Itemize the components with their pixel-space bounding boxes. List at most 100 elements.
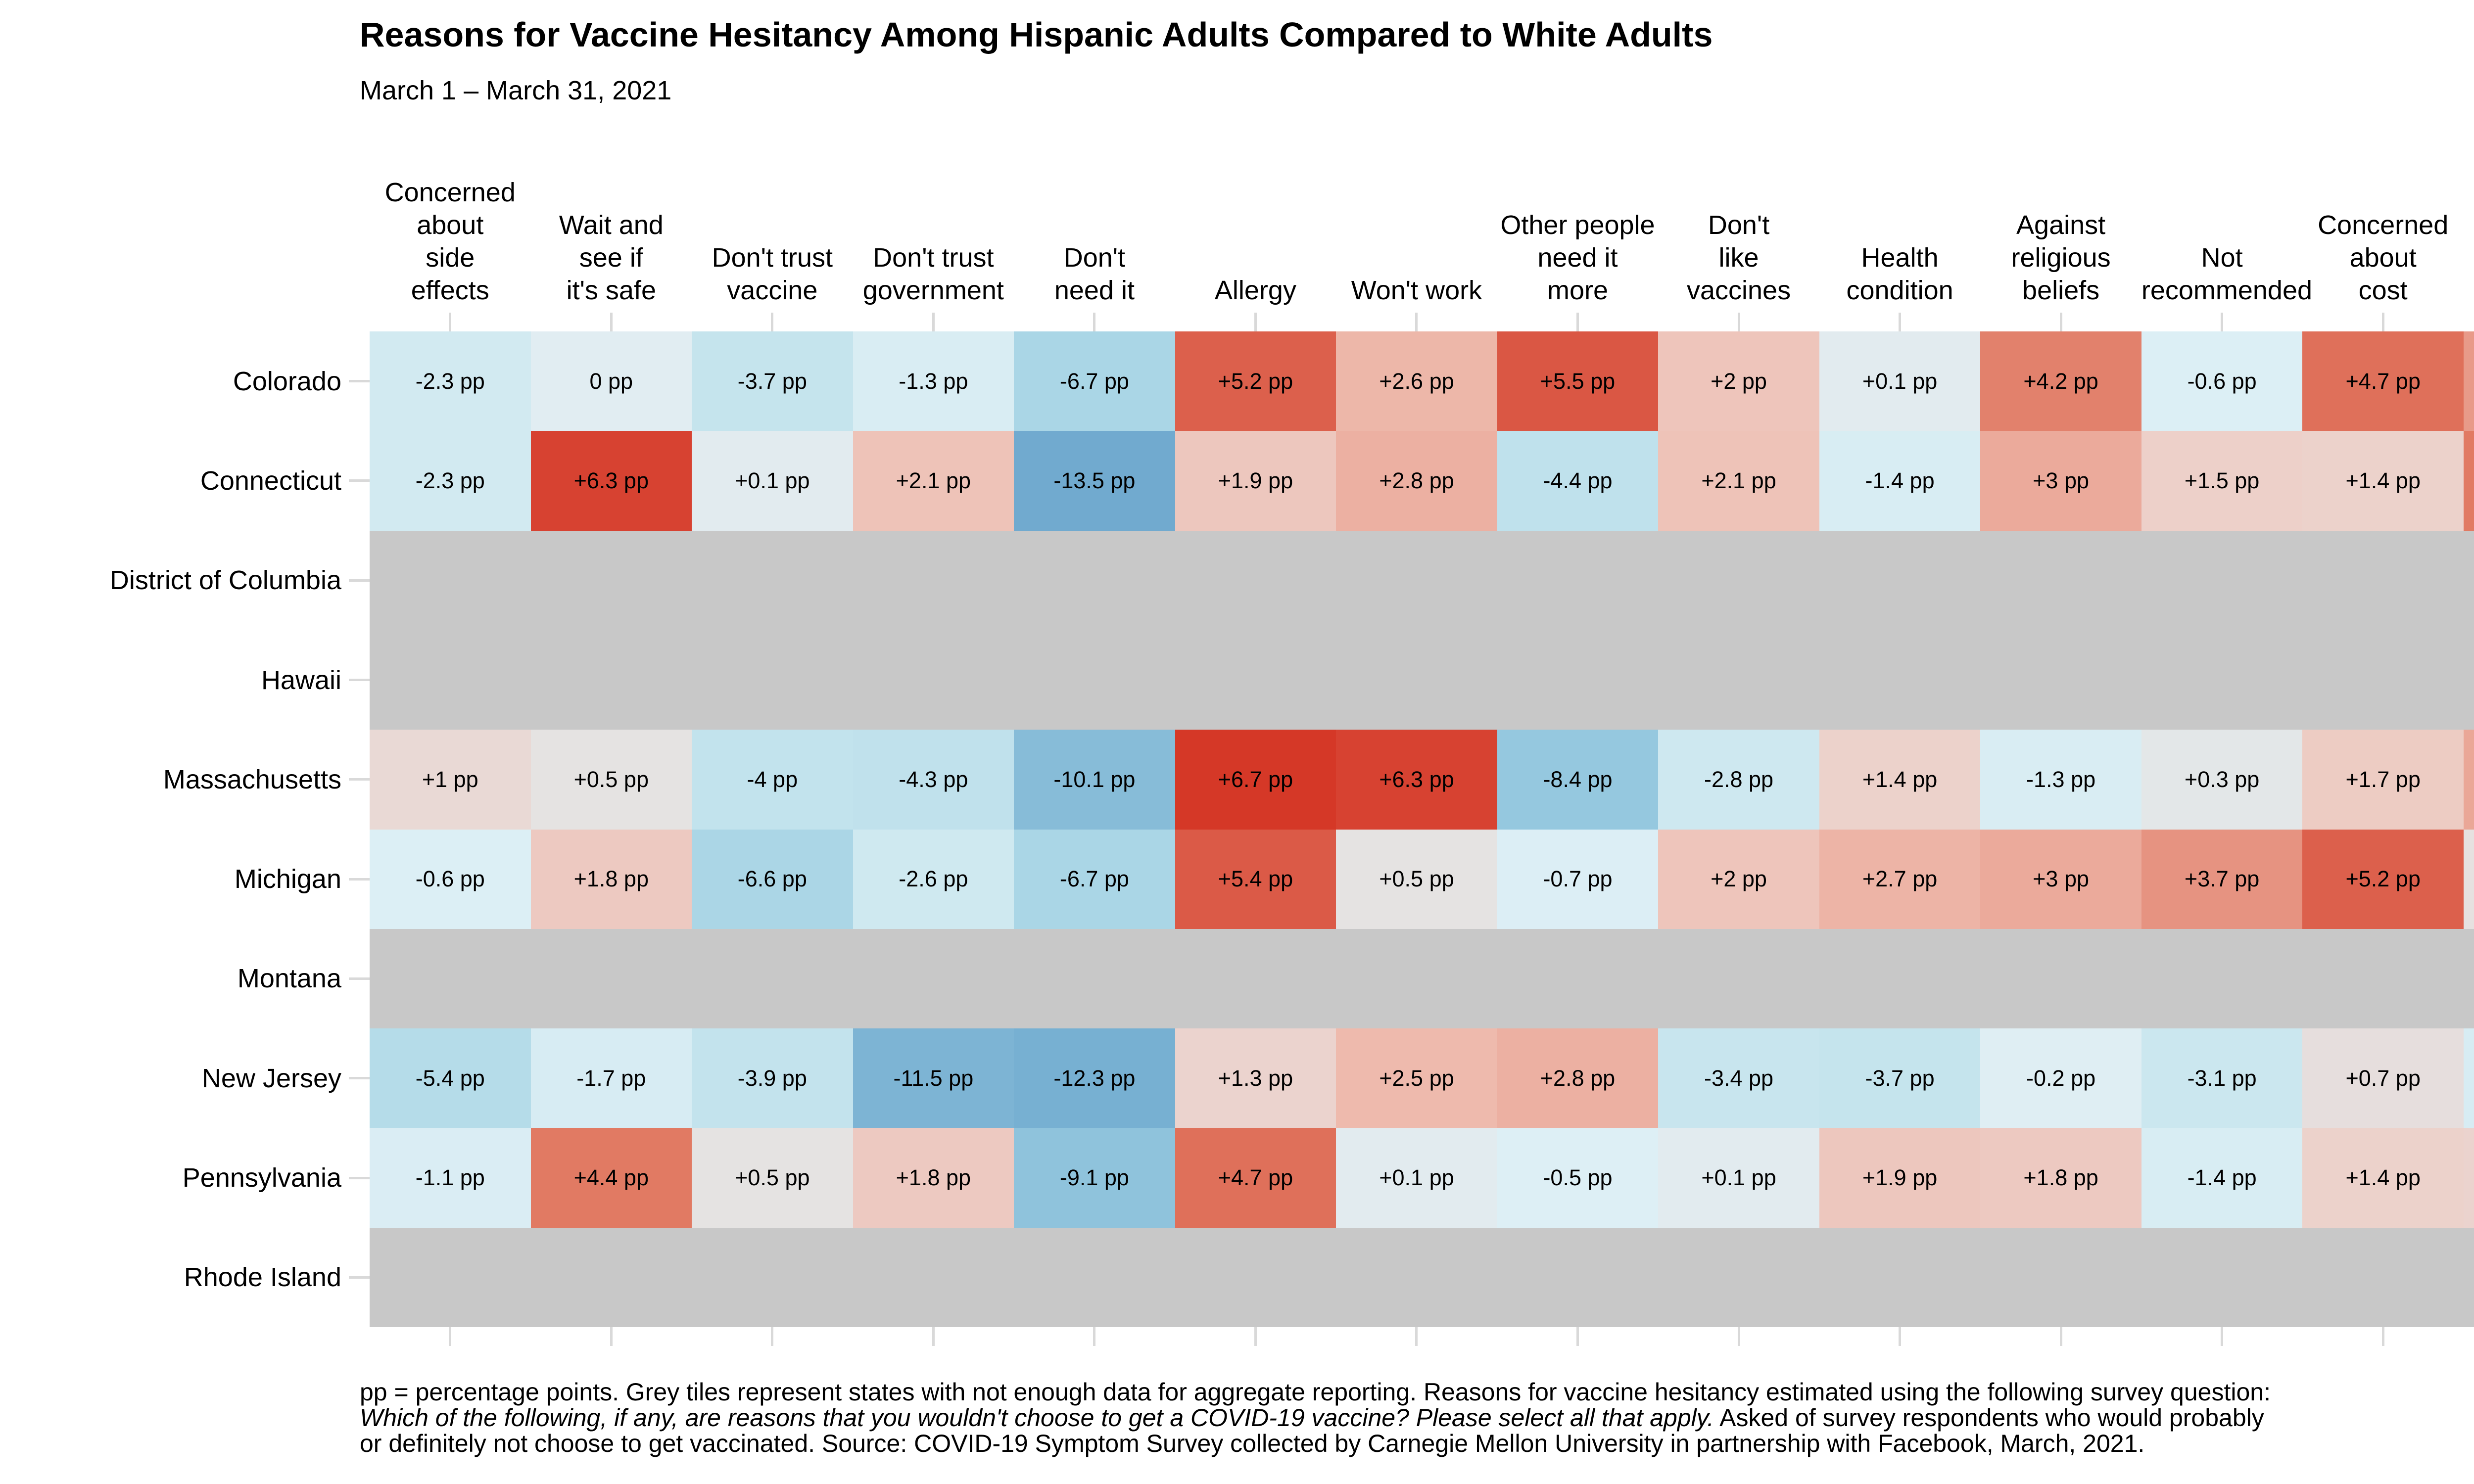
heatmap-cell: -3.7 pp <box>692 331 853 431</box>
axis-tick <box>1899 1327 1902 1346</box>
heatmap-cell: +2.7 pp <box>1819 829 1981 929</box>
row-label: Colorado <box>233 366 341 396</box>
heatmap-cell-no-data <box>1336 630 1497 730</box>
heatmap-cell: -4.4 pp <box>1497 431 1659 531</box>
axis-tick <box>771 313 774 331</box>
heatmap-cell-no-data <box>853 928 1014 1029</box>
axis-tick <box>1254 1327 1257 1346</box>
heatmap-cell: -5.4 pp <box>370 1028 531 1128</box>
axis-tick <box>349 977 370 980</box>
heatmap-cell: -4.3 pp <box>853 730 1014 830</box>
heatmap-cell-no-data <box>1014 630 1175 730</box>
heatmap-cell-no-data <box>1497 530 1659 630</box>
heatmap-cell: +3 pp <box>1980 431 2141 531</box>
heatmap-cell: +1.9 pp <box>1175 431 1336 531</box>
heatmap-cell: +0.7 pp <box>2302 1028 2464 1128</box>
column-header: Other people need it more <box>1500 210 1655 305</box>
column-header: Concerned about cost <box>2318 210 2449 305</box>
heatmap-cell: +1.8 pp <box>1980 1128 2141 1228</box>
heatmap-cell-no-data <box>2463 1227 2474 1327</box>
heatmap-cell-no-data <box>2141 630 2303 730</box>
heatmap-cell-no-data <box>1336 530 1497 630</box>
heatmap-cell: +0.1 pp <box>1658 1128 1819 1228</box>
heatmap-cell: +5.4 pp <box>1175 829 1336 929</box>
heatmap-cell: -0.7 pp <box>1497 829 1659 929</box>
heatmap-cell: -9.1 pp <box>1014 1128 1175 1228</box>
axis-tick <box>1415 1327 1418 1346</box>
heatmap-cell: -1.4 pp <box>1819 431 1981 531</box>
heatmap-cell: -1.7 pp <box>2463 1028 2474 1128</box>
axis-tick <box>349 479 370 482</box>
heatmap-cell: +0.5 pp <box>692 1128 853 1228</box>
heatmap-cell: -1.3 pp <box>853 331 1014 431</box>
heatmap-cell: +5.2 pp <box>2302 829 2464 929</box>
heatmap-cell: +0.5 pp <box>530 730 692 830</box>
row-label: Pennsylvania <box>182 1163 341 1193</box>
heatmap-cell-no-data <box>1819 630 1981 730</box>
heatmap-cell-no-data <box>1014 1227 1175 1327</box>
heatmap-cell: +2.6 pp <box>1336 331 1497 431</box>
heatmap-cell: +1.4 pp <box>1819 730 1981 830</box>
heatmap-cell-no-data <box>1658 630 1819 730</box>
heatmap-cell-no-data <box>853 530 1014 630</box>
heatmap-cell: +4.7 pp <box>2302 331 2464 431</box>
heatmap-cell-no-data <box>370 530 531 630</box>
heatmap-cell-no-data <box>1175 1227 1336 1327</box>
heatmap-cell-no-data <box>2141 1227 2303 1327</box>
heatmap-cell-no-data <box>370 928 531 1029</box>
heatmap-cell: -11.5 pp <box>853 1028 1014 1128</box>
axis-tick <box>349 878 370 881</box>
axis-tick <box>1899 313 1902 331</box>
heatmap-cell-no-data <box>2463 530 2474 630</box>
axis-tick <box>1254 313 1257 331</box>
heatmap-cell: +3.5 pp <box>2463 331 2474 431</box>
heatmap-cell: -6.7 pp <box>1014 331 1175 431</box>
chart-footnote: pp = percentage points. Grey tiles repre… <box>360 1379 2474 1456</box>
axis-tick <box>2059 1327 2062 1346</box>
axis-tick <box>610 1327 613 1346</box>
heatmap-cell: -3.7 pp <box>1819 1028 1981 1128</box>
column-header: Wait and see if it's safe <box>559 210 664 305</box>
column-header: Allergy <box>1214 276 1296 305</box>
heatmap-cell: +2.1 pp <box>853 431 1014 531</box>
heatmap-cell: +1.8 pp <box>853 1128 1014 1228</box>
heatmap-cell-no-data <box>1980 1227 2141 1327</box>
axis-tick <box>349 679 370 682</box>
heatmap-cell: +0.6 pp <box>2463 829 2474 929</box>
axis-tick <box>932 313 935 331</box>
heatmap-cell: +2.1 pp <box>1658 431 1819 531</box>
heatmap-cell: +2.8 pp <box>1497 1028 1659 1128</box>
heatmap-cell: +4.7 pp <box>1175 1128 1336 1228</box>
axis-tick <box>2381 313 2384 331</box>
row-label: New Jersey <box>201 1063 341 1093</box>
row-label: Connecticut <box>200 465 341 496</box>
heatmap-cell-no-data <box>1497 928 1659 1029</box>
column-header: Won't work <box>1351 276 1482 305</box>
axis-tick <box>1576 1327 1579 1346</box>
axis-tick <box>349 1077 370 1080</box>
axis-tick <box>349 778 370 781</box>
heatmap-cell: +3 pp <box>1980 829 2141 929</box>
heatmap-cell-no-data <box>1658 1227 1819 1327</box>
heatmap-cell-no-data <box>1819 530 1981 630</box>
heatmap-cell: -6.6 pp <box>692 829 853 929</box>
heatmap-cell-no-data <box>1014 530 1175 630</box>
axis-tick <box>1737 313 1740 331</box>
heatmap-cell-no-data <box>1497 1227 1659 1327</box>
heatmap-cell-no-data <box>1980 928 2141 1029</box>
heatmap-cell: +1.7 pp <box>2302 730 2464 830</box>
heatmap-cell: +0.1 pp <box>1819 331 1981 431</box>
heatmap-cell-no-data <box>2463 630 2474 730</box>
heatmap-cell: +0.1 pp <box>1336 1128 1497 1228</box>
heatmap-cell: +3.7 pp <box>2141 829 2303 929</box>
heatmap-cell-no-data <box>530 1227 692 1327</box>
heatmap-cell-no-data <box>2302 630 2464 730</box>
heatmap-cell: -0.5 pp <box>1497 1128 1659 1228</box>
heatmap-cell: +1.3 pp <box>1175 1028 1336 1128</box>
heatmap-cell: -1.4 pp <box>2141 1128 2303 1228</box>
axis-tick <box>1093 313 1096 331</box>
heatmap-cell: -2.3 pp <box>370 431 531 531</box>
axis-tick <box>610 313 613 331</box>
heatmap-cell: +5.2 pp <box>1175 331 1336 431</box>
heatmap-cell-no-data <box>1819 1227 1981 1327</box>
